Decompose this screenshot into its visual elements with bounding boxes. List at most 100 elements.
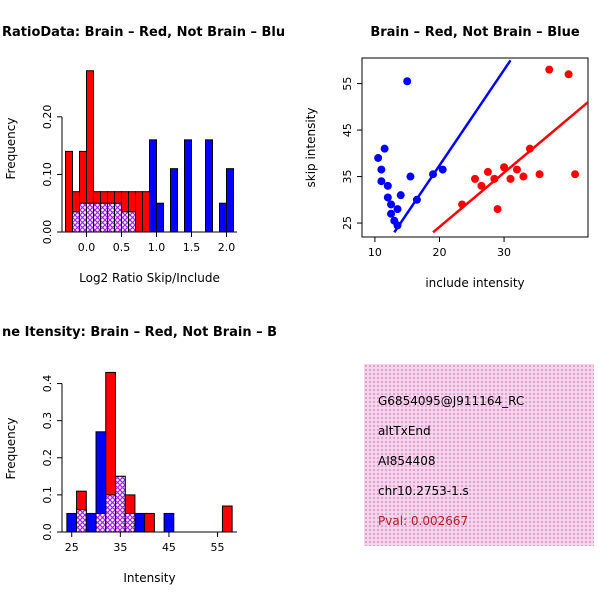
scatter-point-red	[525, 144, 534, 153]
x-tick-label: 55	[211, 541, 225, 554]
x-tick-label: 25	[65, 541, 79, 554]
panel-ratio-histogram: 0.0 0.5 1.0 1.5 2.0 0.00 0.10 0.20 Log2 Ratio Sk…	[0, 0, 300, 300]
hist-bar-blue	[226, 168, 234, 233]
scatter-point-blue	[377, 177, 386, 186]
hist-bar-blue	[205, 139, 213, 233]
hist-bar-red	[135, 191, 143, 233]
scatter-point-red	[500, 163, 509, 172]
hist-bar-red	[142, 191, 150, 233]
regression-line-red	[432, 101, 588, 234]
y-tick-label: 0.4	[41, 375, 54, 393]
pval-line: Pval: 0.002667	[378, 514, 469, 528]
gene-intensity-histogram-chart: 25 35 45 55 0.0 0.1 0.2 0.3 0.4 Intensity Frequenc…	[2, 325, 277, 585]
scatter-point-blue	[374, 153, 383, 162]
y-tick-label: 0.3	[41, 412, 54, 430]
x-tick-label: 1.0	[148, 241, 166, 254]
scatter-point-red	[471, 174, 479, 183]
hist-bar-red	[221, 505, 233, 533]
y-tick-label: 0.2	[41, 449, 54, 467]
chart-title: RatioData: Brain – Red, Not Brain – Blu	[2, 25, 285, 40]
y-tick-label: 0.0	[41, 523, 54, 541]
y-tick-label: 0.20	[41, 105, 54, 129]
scatter-point-red	[564, 70, 573, 79]
panel-intensity-scatter: 10 20 30 25 35 45 55 include intensity skip inte…	[300, 0, 600, 300]
locus-text: chr10.2753-1.s	[378, 484, 469, 498]
event-type-text: altTxEnd	[378, 424, 431, 438]
hist-bar-blue	[149, 139, 157, 233]
x-tick-label: 0.5	[113, 241, 131, 254]
x-tick-label: 45	[162, 541, 176, 554]
y-tick-label: 0.1	[41, 486, 54, 504]
scatter-point-blue	[403, 77, 412, 86]
scatter-point-blue	[393, 221, 402, 230]
hist-bar-overlap	[105, 494, 116, 533]
hist-bar-overlap	[100, 202, 108, 233]
scatter-point-red	[571, 170, 580, 179]
hist-bar-red	[65, 150, 73, 233]
scatter-point-blue	[393, 205, 402, 214]
chart-title: Brain – Red, Not Brain – Blue	[370, 25, 579, 40]
scatter-point-blue	[380, 144, 389, 153]
hist-bar-blue	[134, 512, 146, 533]
x-tick-label: 10	[368, 246, 382, 259]
x-tick-label: 2.0	[218, 241, 236, 254]
hist-bar-overlap	[121, 211, 129, 233]
hist-bar-overlap	[79, 202, 87, 233]
hist-bar-overlap	[107, 202, 115, 233]
hist-bar-overlap	[72, 211, 80, 233]
x-tick-label: 0.0	[78, 241, 96, 254]
scatter-point-blue	[387, 200, 396, 209]
regression-line-blue	[393, 59, 512, 234]
hist-bar-overlap	[95, 512, 107, 533]
panel-info: G6854095@J911164_RC altTxEnd AI854408 ch…	[300, 300, 600, 600]
x-tick-label: 35	[113, 541, 127, 554]
hist-bar-overlap	[114, 202, 122, 233]
panel-gene-intensity-histogram: 25 35 45 55 0.0 0.1 0.2 0.3 0.4 Intensity Frequenc…	[0, 300, 300, 600]
y-axis-label: Frequency	[4, 418, 18, 480]
scatter-point-red	[477, 181, 486, 190]
scatter-point-red	[519, 172, 528, 181]
x-axis-label: Intensity	[123, 571, 175, 585]
scatter-point-red	[490, 174, 499, 183]
y-tick-label: 0.00	[41, 220, 54, 245]
chart-title: ne Itensity: Brain – Red, Not Brain – B	[2, 325, 277, 340]
x-tick-label: 30	[497, 246, 511, 259]
hist-bar-overlap	[124, 512, 136, 533]
hist-bar-blue	[219, 202, 227, 233]
x-axis-label: include intensity	[425, 276, 524, 290]
y-axis-label: Frequency	[4, 118, 18, 180]
hist-bar-blue	[163, 512, 175, 533]
scatter-point-blue	[396, 191, 405, 200]
x-tick-label: 20	[432, 246, 446, 259]
y-tick-label: 35	[341, 170, 354, 184]
scatter-point-red	[483, 167, 492, 176]
scatter-point-red	[535, 170, 544, 179]
scatter-point-red	[545, 65, 554, 74]
y-axis-label: skip intensity	[304, 108, 318, 188]
probe-id-text: G6854095@J911164_RC	[378, 394, 525, 408]
x-tick-label: 1.5	[183, 241, 201, 254]
hist-bar-red	[144, 512, 155, 533]
scatter-point-red	[506, 174, 515, 183]
accession-text: AI854408	[378, 454, 436, 468]
scatter-point-blue	[383, 193, 392, 202]
scatter-point-red	[493, 205, 502, 214]
hist-bar-overlap	[128, 211, 136, 233]
hist-bar-blue	[170, 168, 178, 233]
hist-bar-blue	[66, 512, 78, 533]
hist-bar-blue	[156, 202, 164, 233]
hist-bar-overlap	[93, 202, 101, 233]
hist-bar-overlap	[86, 202, 94, 233]
hist-bar-overlap	[114, 475, 126, 533]
scatter-point-blue	[438, 165, 447, 174]
scatter-point-red	[458, 200, 467, 209]
gene-info-box: G6854095@J911164_RC altTxEnd AI854408 ch…	[364, 364, 594, 546]
ratio-histogram-chart: 0.0 0.5 1.0 1.5 2.0 0.00 0.10 0.20 Log2 Ratio Sk…	[2, 25, 285, 285]
y-tick-label: 55	[341, 77, 354, 91]
y-tick-label: 45	[341, 123, 354, 137]
scatter-point-blue	[383, 181, 392, 190]
scatter-point-blue	[412, 195, 421, 204]
y-tick-label: 25	[341, 216, 354, 230]
y-tick-label: 0.10	[41, 162, 54, 187]
scatter-point-blue	[387, 209, 396, 218]
